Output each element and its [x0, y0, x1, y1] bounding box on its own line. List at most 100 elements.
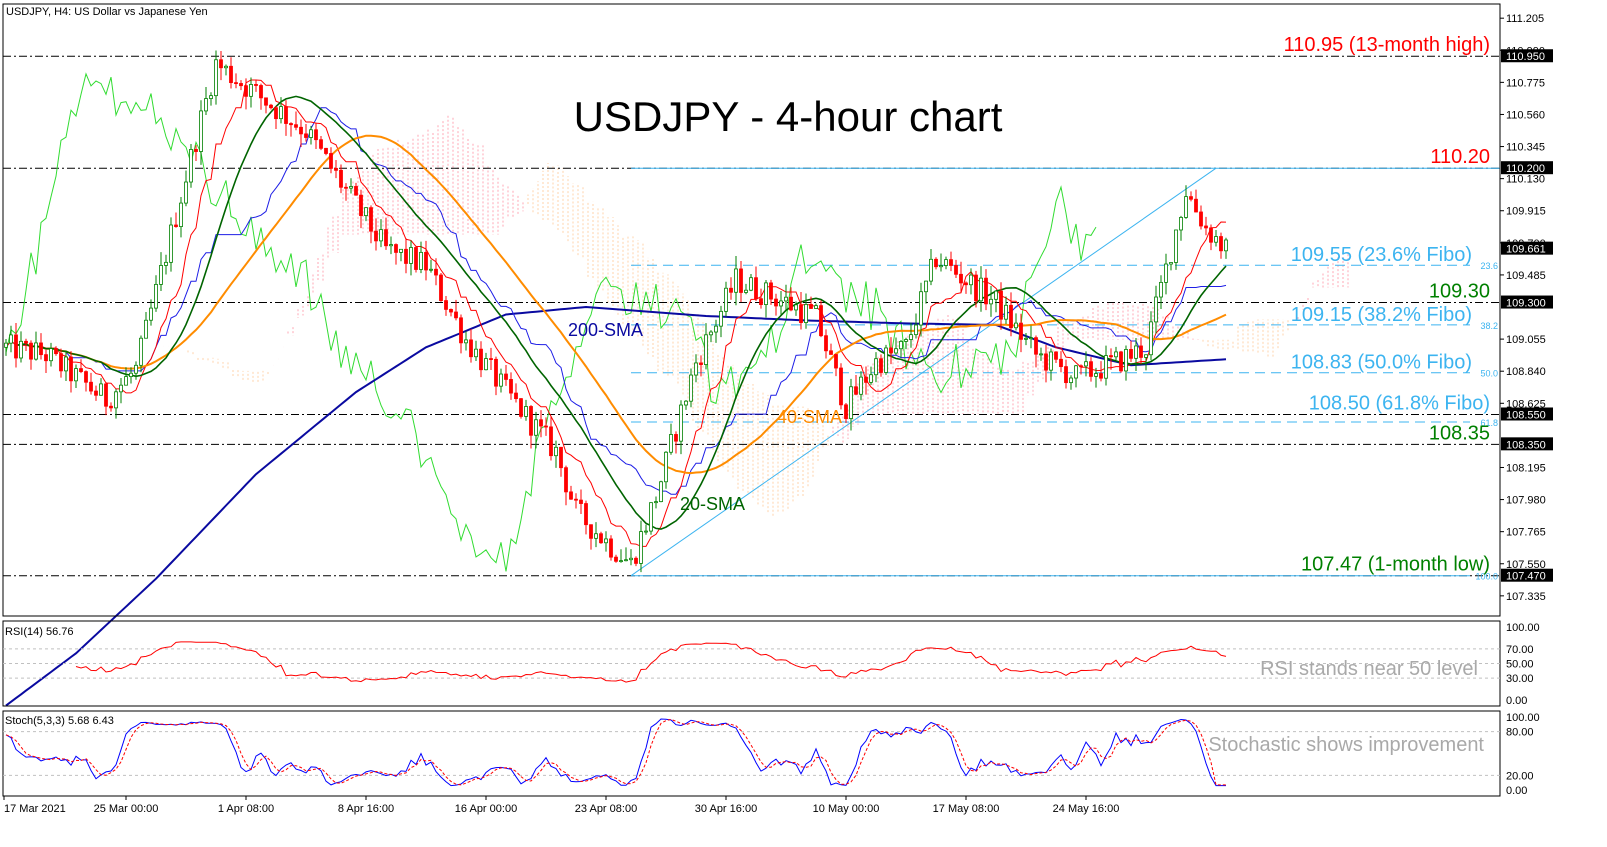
candle-body — [1084, 361, 1088, 367]
price-marker — [1501, 49, 1553, 63]
chart-title: USDJPY - 4-hour chart — [574, 93, 1003, 140]
price-marker — [1501, 407, 1553, 421]
fibo-label: 108.83 (50.0% Fibo) — [1291, 352, 1472, 374]
candle-body — [434, 268, 438, 276]
candle-body — [819, 305, 823, 337]
candle-body — [184, 181, 188, 204]
time-tick-label: 16 Apr 00:00 — [455, 803, 517, 815]
kijun-line — [5, 107, 1227, 495]
candle-body — [729, 287, 733, 293]
candle-body — [9, 334, 13, 344]
candle-body — [414, 247, 418, 270]
candle-body — [1124, 349, 1128, 372]
candle-body — [1024, 337, 1028, 340]
candle-body — [219, 59, 223, 69]
candle-body — [959, 273, 963, 284]
candle-body — [839, 367, 843, 406]
level-label: 110.95 (13-month high) — [1284, 34, 1490, 56]
candle-body — [89, 381, 93, 392]
candle-body — [524, 406, 528, 417]
candle-body — [944, 259, 948, 266]
candle-body — [554, 446, 558, 457]
candle-body — [674, 434, 678, 442]
candle-body — [214, 59, 218, 97]
candle-body — [164, 261, 168, 266]
candle-body — [1194, 198, 1198, 213]
candle-body — [679, 404, 683, 442]
fibo-trendline — [630, 167, 1217, 577]
candle-body — [1064, 366, 1068, 384]
candle-body — [664, 451, 668, 483]
candle-body — [374, 230, 378, 242]
fibo-tag: 23.6 — [1480, 261, 1498, 271]
candle-body — [719, 310, 723, 327]
candle-body — [954, 265, 958, 275]
candle-body — [649, 502, 653, 532]
candle-body — [319, 139, 323, 149]
fibo-tag: 50.0 — [1480, 369, 1498, 379]
candle-body — [1109, 355, 1113, 358]
price-tick-label: 109.485 — [1506, 270, 1546, 282]
price-marker-label: 109.661 — [1506, 244, 1546, 256]
candle-body — [1179, 217, 1183, 231]
candle-body — [484, 358, 488, 371]
candle-body — [584, 503, 588, 526]
candle-body — [239, 83, 243, 87]
candle-body — [429, 268, 433, 271]
price-tick-label: 107.335 — [1506, 591, 1546, 603]
candle-body — [809, 304, 813, 309]
candle-body — [1014, 322, 1018, 329]
candle-body — [224, 65, 228, 69]
candle-body — [1079, 365, 1083, 368]
candle-body — [539, 419, 543, 427]
candle-body — [399, 248, 403, 253]
candle-body — [384, 229, 388, 247]
time-tick-label: 25 Mar 00:00 — [94, 803, 159, 815]
candle-body — [324, 147, 328, 154]
candle-body — [914, 324, 918, 336]
candle-body — [1144, 354, 1148, 358]
candle-body — [244, 85, 248, 97]
candle-body — [304, 133, 308, 138]
candle-body — [774, 298, 778, 307]
candle-body — [604, 538, 608, 544]
rsi-tick-label: 100.00 — [1506, 622, 1540, 634]
candle-body — [1029, 337, 1033, 340]
candle-body — [394, 244, 398, 253]
sma40-label: 40-SMA — [777, 407, 842, 427]
time-tick-label: 8 Apr 16:00 — [338, 803, 394, 815]
candle-body — [309, 129, 313, 138]
stoch-tick-label: 0.00 — [1506, 785, 1527, 797]
candle-body — [294, 124, 298, 128]
candle-body — [274, 107, 278, 120]
candle-body — [99, 383, 103, 396]
candle-body — [19, 340, 23, 359]
stoch-header: Stoch(5,3,3) 5.68 6.43 — [5, 715, 114, 727]
candle-body — [744, 289, 748, 293]
stoch-tick-label: 100.00 — [1506, 712, 1540, 724]
candle-body — [194, 149, 198, 152]
candle-body — [764, 282, 768, 305]
candle-body — [159, 265, 163, 285]
candle-body — [594, 533, 598, 539]
chikou-line — [5, 72, 1097, 572]
candle-body — [659, 481, 663, 503]
candle-body — [799, 304, 803, 323]
candle-body — [14, 334, 18, 359]
candle-body — [969, 274, 973, 286]
stoch-tick-label: 20.00 — [1506, 770, 1534, 782]
fibo-tag: 61.8 — [1480, 418, 1498, 428]
candle-body — [109, 405, 113, 409]
sma20-label: 20-SMA — [680, 494, 745, 514]
level-label: 109.30 — [1429, 281, 1490, 303]
stoch-annotation: Stochastic shows improvement — [1208, 734, 1484, 756]
candle-body — [349, 186, 353, 189]
candle-body — [919, 291, 923, 326]
fibo-tag: 38.2 — [1480, 321, 1498, 331]
time-tick-label: 30 Apr 16:00 — [695, 803, 757, 815]
candle-body — [64, 356, 68, 372]
price-tick-label: 110.560 — [1506, 109, 1545, 121]
candle-body — [104, 383, 108, 407]
